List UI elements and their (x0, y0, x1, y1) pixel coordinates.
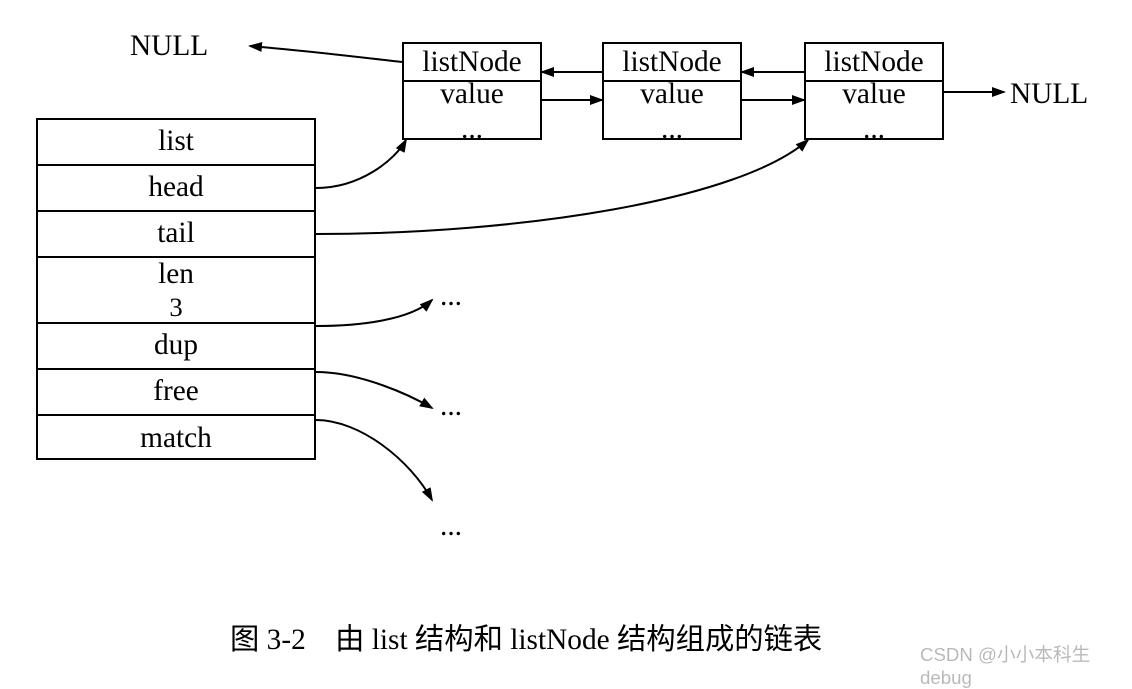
list-struct-row-head-label: head (148, 171, 203, 205)
figure-caption: 图 3-2 由 list 结构和 listNode 结构组成的链表 (230, 616, 822, 658)
list-struct-row-head: head (38, 166, 314, 212)
list-struct-row-dup-label: dup (154, 329, 198, 363)
list-struct-row-dup: dup (38, 324, 314, 370)
list-struct-row-match-label: match (140, 422, 212, 456)
diagram-stage: list head tail len3 dup free match listNodeval… (0, 0, 1132, 666)
node-2-value: ... (661, 112, 683, 147)
node-2-value-label: value (640, 77, 704, 112)
null-left-label: NULL (130, 30, 208, 63)
list-struct-row-tail-label: tail (157, 217, 194, 251)
watermark: CSDN @小小本科生debug (920, 640, 1132, 689)
list-struct-row-list: list (38, 120, 314, 166)
arrow-dup-to-dots (316, 300, 432, 326)
list-struct-row-len-value: 3 (169, 292, 182, 323)
list-struct-row-list-label: list (158, 125, 194, 159)
arrow-tail-to-node3 (316, 140, 808, 234)
arrow-node1-to-null-left (250, 46, 402, 62)
arrow-match-to-dots (316, 420, 432, 500)
arrow-head-to-node1 (316, 140, 406, 188)
list-struct-row-len: len3 (38, 258, 314, 324)
list-struct-row-match: match (38, 416, 314, 462)
node-3: listNodevalue... (804, 42, 944, 140)
node-1-body: value... (404, 82, 540, 142)
arrow-free-to-dots (316, 372, 432, 408)
list-struct-row-tail: tail (38, 212, 314, 258)
node-3-value: ... (863, 112, 885, 147)
list-struct: list head tail len3 dup free match (36, 118, 316, 460)
ellipsis-2: ... (440, 390, 462, 423)
list-struct-row-free-label: free (153, 375, 199, 409)
node-1: listNodevalue... (402, 42, 542, 140)
null-right-label: NULL (1010, 78, 1088, 111)
list-struct-row-len-label: len (158, 258, 194, 292)
ellipsis-3: ... (440, 510, 462, 543)
node-1-value: ... (461, 112, 483, 147)
node-3-value-label: value (842, 77, 906, 112)
node-2-body: value... (604, 82, 740, 142)
node-3-body: value... (806, 82, 942, 142)
list-struct-row-free: free (38, 370, 314, 416)
node-2: listNodevalue... (602, 42, 742, 140)
ellipsis-1: ... (440, 280, 462, 313)
node-1-value-label: value (440, 77, 504, 112)
